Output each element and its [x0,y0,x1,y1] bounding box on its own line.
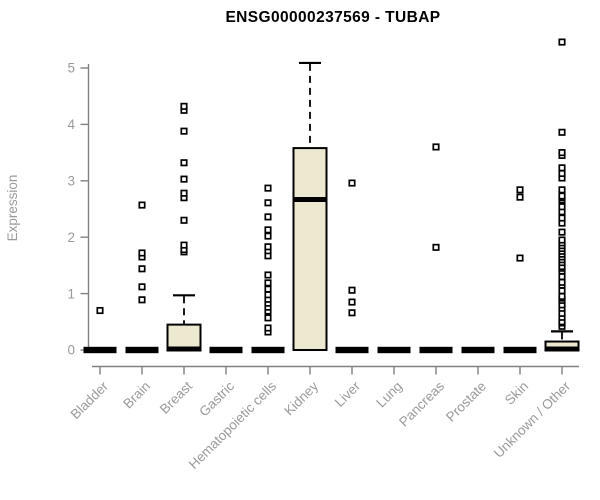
outlier-point-brain [138,201,146,209]
x-tick-label-brain: Brain [120,379,153,412]
outlier-point-skin [516,254,524,262]
outlier-point-unknown-other [558,164,566,172]
box-collapsed-gastric [209,346,243,354]
outlier-point-unknown-other [558,236,566,244]
outlier-point-unknown-other [558,203,566,211]
x-tick-label-breast: Breast [157,378,195,416]
outlier-point-hematopoietic-cells [264,184,272,192]
outlier-point-brain [138,296,146,304]
x-tick-label-kidney: Kidney [281,378,321,418]
outlier-point-pancreas [432,143,440,151]
outlier-point-hematopoietic-cells [264,291,272,299]
box-collapsed-liver [335,346,369,354]
y-tick-label: 4 [67,117,75,132]
x-tick-label-liver: Liver [332,378,364,410]
outlier-point-liver [348,309,356,317]
outlier-point-hematopoietic-cells [264,314,272,322]
outlier-point-hematopoietic-cells [264,199,272,207]
y-tick-label: 0 [67,343,75,358]
box-collapsed-bladder [83,346,117,354]
box-collapsed-brain [125,346,159,354]
outlier-point-hematopoietic-cells [264,243,272,251]
outlier-point-breast [180,159,188,167]
box-collapsed-prostate [461,346,495,354]
box-kidney [292,147,328,351]
y-tick-label: 3 [67,174,75,189]
x-tick-label-gastric: Gastric [196,378,237,419]
outlier-point-skin [516,193,524,201]
outlier-point-unknown-other [558,128,566,136]
outlier-point-unknown-other [558,192,566,200]
outlier-point-liver [348,179,356,187]
outlier-point-liver [348,298,356,306]
outlier-point-unknown-other [558,214,566,222]
outlier-point-unknown-other [558,186,566,194]
outlier-point-unknown-other [558,287,566,295]
outlier-point-unknown-other [558,292,566,300]
box-collapsed-pancreas [419,346,453,354]
outlier-point-brain [138,249,146,257]
box-breast [166,323,202,351]
outlier-point-hematopoietic-cells [264,271,272,279]
outlier-point-unknown-other [558,278,566,286]
x-tick-label-bladder: Bladder [68,378,112,422]
outlier-point-hematopoietic-cells [264,213,272,221]
outlier-point-bladder [96,306,104,315]
outlier-point-pancreas [432,243,440,251]
y-tick-label: 2 [67,230,75,245]
y-tick-label: 5 [67,61,75,76]
outlier-point-liver [348,286,356,294]
x-tick-label-lung: Lung [373,379,405,411]
outlier-point-brain [138,283,146,291]
outlier-point-unknown-other [558,169,566,178]
outlier-point-hematopoietic-cells [264,324,272,332]
x-tick-label-unknown-other: Unknown / Other [491,378,574,461]
outlier-point-hematopoietic-cells [264,232,272,240]
outlier-point-unknown-other [558,228,566,236]
box-collapsed-lung [377,346,411,354]
outlier-point-breast [180,127,188,135]
outlier-point-skin [516,186,524,194]
outlier-point-unknown-other [558,273,566,281]
outlier-point-hematopoietic-cells [264,279,272,287]
x-tick-label-prostate: Prostate [443,379,489,425]
outlier-point-unknown-other [558,149,566,157]
outlier-point-hematopoietic-cells [264,285,272,293]
y-tick-label: 1 [67,286,75,301]
box-collapsed-hematopoietic-cells [251,346,285,354]
outlier-point-brain [138,265,146,273]
outlier-point-breast [180,241,188,249]
outlier-point-unknown-other [558,38,566,46]
x-tick-label-skin: Skin [502,379,531,408]
outlier-point-hematopoietic-cells [264,226,272,234]
outlier-point-breast [180,102,188,110]
chart-title: ENSG00000237569 - TUBAP [225,9,441,26]
outlier-point-breast [180,175,188,183]
box-collapsed-skin [503,346,537,354]
outlier-point-breast [180,189,188,197]
outlier-point-breast [180,216,188,224]
x-tick-label-pancreas: Pancreas [396,378,447,429]
